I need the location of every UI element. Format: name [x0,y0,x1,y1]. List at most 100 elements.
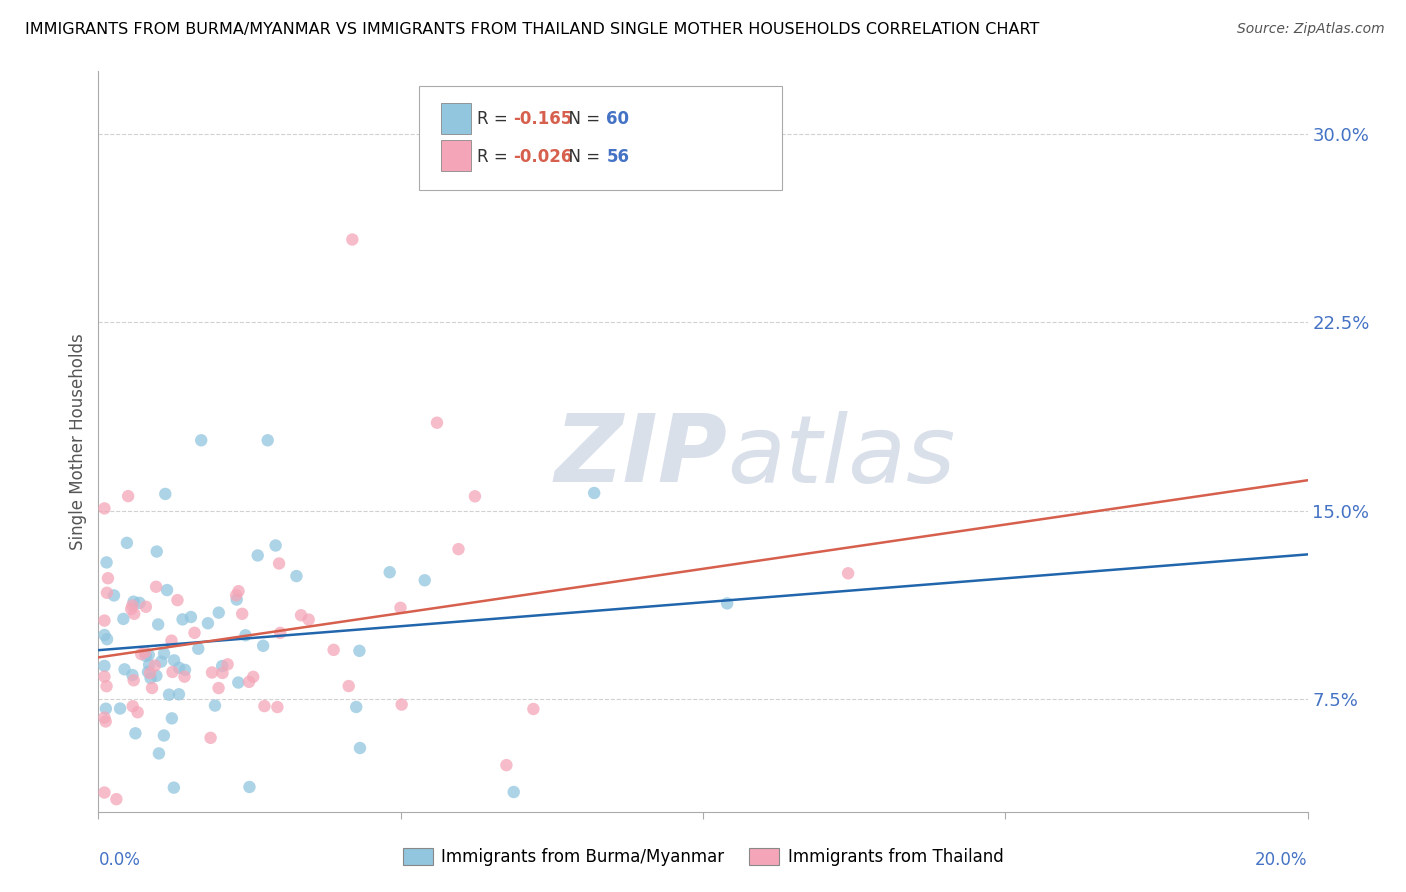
Point [120,602,142,616]
Point [122,607,145,621]
Point [172,612,194,626]
Point [138,648,160,662]
Text: ZIP: ZIP [554,410,727,502]
Point [256,434,278,448]
Point [389,600,412,615]
Point [124,726,146,740]
Point [342,233,364,247]
Text: IMMIGRANTS FROM BURMA/MYANMAR VS IMMIGRANTS FROM THAILAND SINGLE MOTHER HOUSEHOL: IMMIGRANTS FROM BURMA/MYANMAR VS IMMIGRA… [25,22,1039,37]
Point [235,628,257,642]
Point [252,639,274,653]
Point [93,501,115,516]
Point [108,701,131,715]
Point [127,705,149,719]
Point [583,486,606,500]
Point [143,658,166,673]
FancyBboxPatch shape [419,87,782,190]
Point [174,663,197,677]
Text: atlas: atlas [727,411,956,502]
Point [187,641,209,656]
Point [122,595,145,609]
Point [426,416,449,430]
Point [238,780,260,794]
Point [266,700,288,714]
Point [96,556,118,570]
Point [228,584,250,599]
Point [201,665,224,680]
Point [112,612,135,626]
Point [495,758,517,772]
Point [413,574,436,588]
Point [349,644,371,658]
Point [93,785,115,799]
Point [349,741,371,756]
Point [208,606,231,620]
Point [226,675,249,690]
Point [211,665,233,680]
Point [121,668,143,682]
Point [145,580,167,594]
Point [139,666,162,681]
Point [139,671,162,685]
Point [96,632,118,647]
Text: 60: 60 [606,111,630,128]
Point [129,647,152,661]
Point [103,589,125,603]
FancyBboxPatch shape [440,140,471,171]
Point [837,566,859,581]
Point [128,596,150,610]
Point [253,699,276,714]
Point [93,659,115,673]
Point [148,747,170,761]
Point [96,679,118,693]
Point [121,599,143,613]
Point [117,489,139,503]
Point [231,607,253,621]
Point [163,653,186,667]
Point [337,679,360,693]
Legend: Immigrants from Burma/Myanmar, Immigrants from Thailand: Immigrants from Burma/Myanmar, Immigrant… [395,840,1011,875]
Text: -0.165: -0.165 [513,111,572,128]
Point [153,729,176,743]
Point [94,702,117,716]
Point [136,665,159,679]
Point [173,670,195,684]
Point [166,593,188,607]
Point [153,647,176,661]
Point [115,536,138,550]
Point [269,625,291,640]
Point [93,614,115,628]
Point [134,645,156,659]
Point [138,657,160,672]
Point [141,681,163,695]
Point [121,699,143,714]
Point [246,549,269,563]
Point [522,702,544,716]
Point [122,673,145,688]
Point [285,569,308,583]
Point [391,698,413,712]
Point [93,710,115,724]
Point [155,487,177,501]
Point [242,670,264,684]
Point [298,613,321,627]
FancyBboxPatch shape [440,103,471,135]
Point [207,681,229,695]
Point [190,434,212,448]
Point [183,625,205,640]
Point [344,700,367,714]
Point [204,698,226,713]
Point [93,670,115,684]
Point [225,592,247,607]
Point [225,588,247,602]
Point [502,785,524,799]
Point [163,780,186,795]
Point [447,542,470,557]
Point [464,489,486,503]
Point [146,617,169,632]
Point [160,633,183,648]
Point [217,657,239,672]
Point [145,544,167,558]
Point [167,687,190,701]
Point [197,616,219,631]
